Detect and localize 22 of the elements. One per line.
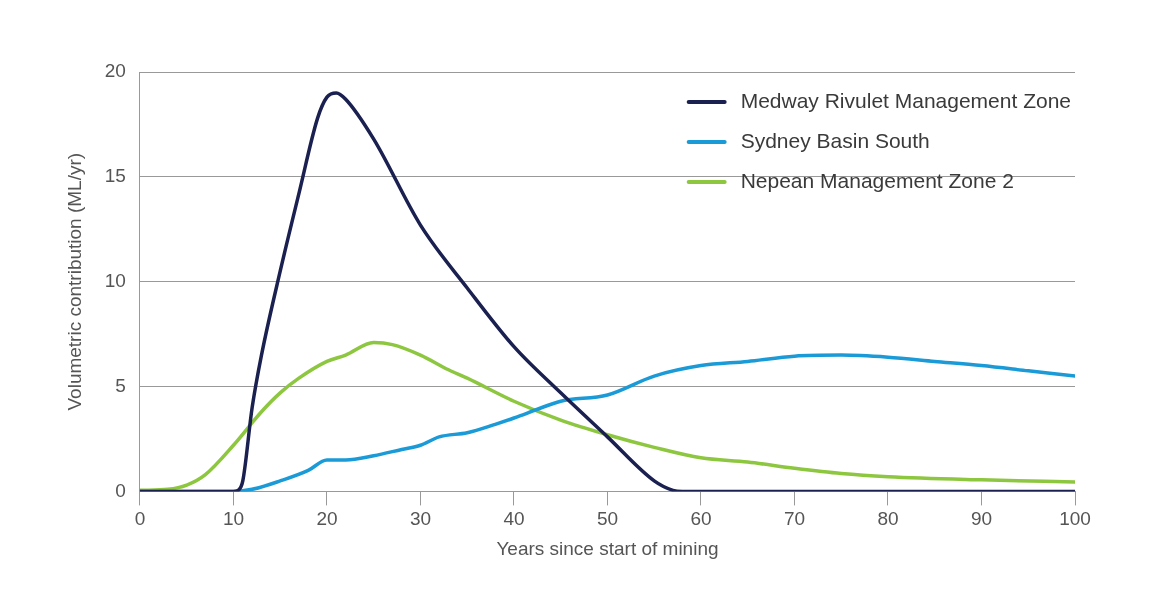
x-tick-label: 70 <box>783 508 806 530</box>
legend-label: Nepean Management Zone 2 <box>740 168 1014 192</box>
x-tick-label: 40 <box>503 508 525 530</box>
legend-label: Sydney Basin South <box>740 128 930 152</box>
x-tick-label: 50 <box>596 508 619 530</box>
y-tick-label: 10 <box>104 269 126 291</box>
x-tick-label: 20 <box>316 508 338 530</box>
x-tick-label: 60 <box>690 508 712 530</box>
y-tick-label: 5 <box>115 374 126 396</box>
legend-label: Medway Rivulet Management Zone <box>740 88 1072 112</box>
y-tick-label: 0 <box>115 479 126 501</box>
x-tick-label: 80 <box>877 508 899 530</box>
y-axis-title: Volumetric contribution (ML/yr) <box>63 152 85 411</box>
y-tick-label: 20 <box>104 60 126 82</box>
x-tick-label: 10 <box>222 508 245 530</box>
x-tick-label: 90 <box>970 508 993 530</box>
x-axis-title: Years since start of mining <box>496 537 719 559</box>
x-tick-label: 30 <box>409 508 432 530</box>
y-tick-label: 15 <box>104 165 126 187</box>
x-tick-label: 0 <box>134 508 146 530</box>
x-tick-label: 100 <box>1059 508 1091 530</box>
line-series <box>139 91 1075 492</box>
